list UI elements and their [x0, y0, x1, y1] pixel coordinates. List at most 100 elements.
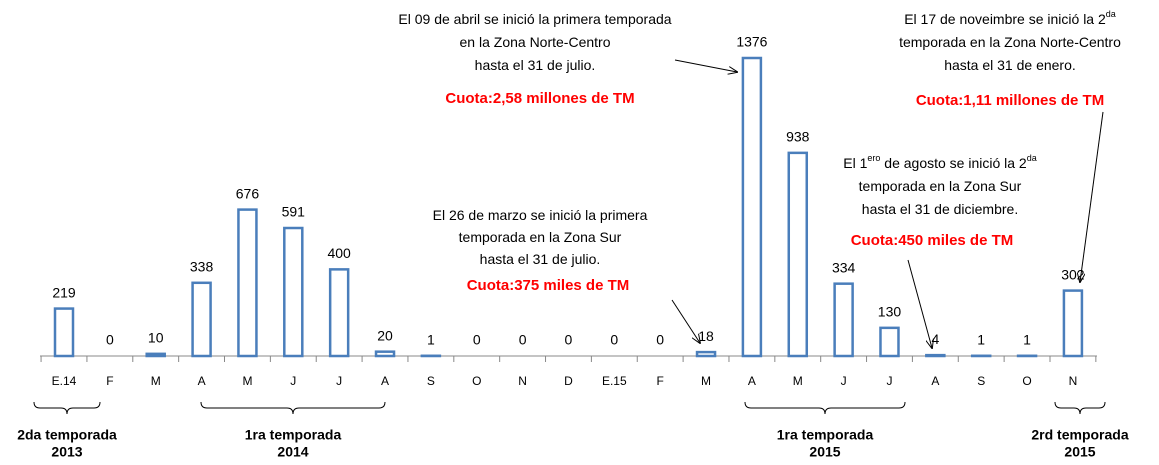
value-label: 4 — [931, 331, 939, 347]
group-label: 2013 — [51, 444, 82, 460]
value-label: 0 — [565, 332, 573, 348]
value-label: 400 — [327, 245, 351, 261]
value-label: 130 — [878, 304, 902, 320]
value-label: 219 — [52, 284, 76, 300]
x-tick-label: M — [242, 374, 252, 388]
annotation-text: hasta el 31 de julio. — [475, 57, 596, 73]
bar — [53, 307, 75, 358]
annotation-part: El 26 de marzo se inició la primera — [433, 207, 648, 223]
x-tick-label: J — [290, 374, 296, 388]
bar — [1062, 289, 1084, 358]
x-tick-label: E.14 — [52, 374, 77, 388]
x-tick-label: A — [748, 374, 756, 388]
group-label: 2014 — [277, 444, 308, 460]
annotation-text: en la Zona Norte-Centro — [460, 34, 611, 50]
group-label: 1ra temporada — [777, 427, 874, 443]
annotation-text: hasta el 31 de julio. — [480, 251, 601, 267]
brace — [200, 401, 386, 415]
x-tick-label: S — [977, 374, 985, 388]
bar — [237, 208, 258, 358]
x-tick-label: J — [841, 374, 847, 388]
bar — [283, 226, 304, 358]
annotation-part: temporada en la Zona Sur — [859, 178, 1022, 194]
value-label: 0 — [473, 332, 481, 348]
bar — [145, 352, 166, 358]
x-tick-label: M — [701, 374, 711, 388]
bar — [833, 282, 854, 358]
value-label: 591 — [282, 204, 306, 220]
annotation-part: en la Zona Norte-Centro — [460, 34, 611, 50]
value-label: 10 — [148, 330, 164, 346]
bar — [328, 268, 350, 358]
bar — [191, 281, 212, 358]
annotation-part: de agosto se inició la 2 — [880, 155, 1027, 171]
value-label: 1 — [427, 331, 435, 347]
arrow — [674, 59, 737, 72]
value-label: 302 — [1061, 266, 1085, 282]
annotation-part: El 09 de abril se inició la primera temp… — [398, 11, 671, 27]
arrow — [907, 259, 932, 348]
superscript: da — [1106, 9, 1116, 19]
quota-label: Cuota:1,11 millones de TM — [916, 92, 1104, 109]
annotation-part: temporada en la Zona Norte-Centro — [899, 34, 1121, 50]
annotation-text: temporada en la Zona Sur — [459, 229, 622, 245]
value-label: 0 — [519, 332, 527, 348]
x-tick-label: S — [427, 374, 435, 388]
x-tick-label: J — [336, 374, 342, 388]
x-tick-label: F — [657, 374, 664, 388]
bar — [741, 56, 763, 358]
quota-label: Cuota:2,58 millones de TM — [445, 90, 634, 107]
value-label: 1 — [1023, 331, 1031, 347]
x-tick-label: O — [472, 374, 481, 388]
x-tick-label: A — [931, 374, 939, 388]
group-label: 2015 — [1064, 444, 1095, 460]
x-tick-label: O — [1022, 374, 1031, 388]
bar — [787, 151, 809, 358]
x-tick-label: A — [381, 374, 389, 388]
annotation-text: El 17 de noveimbre se inició la 2da — [904, 9, 1116, 26]
value-label: 0 — [656, 332, 664, 348]
group-label: 2rd temporada — [1031, 427, 1128, 443]
value-label: 18 — [698, 328, 714, 344]
value-label: 0 — [610, 332, 618, 348]
x-tick-label: J — [886, 374, 892, 388]
arrow — [1080, 111, 1104, 282]
brace — [33, 401, 101, 415]
x-tick-label: D — [564, 374, 573, 388]
group-label: 2da temporada — [17, 427, 117, 443]
annotation-part: temporada en la Zona Sur — [459, 229, 622, 245]
x-tick-label: F — [106, 374, 113, 388]
value-label: 0 — [106, 332, 114, 348]
value-label: 938 — [786, 129, 810, 145]
superscript: ero — [867, 153, 880, 163]
annotation-text: temporada en la Zona Sur — [859, 178, 1022, 194]
arrow — [671, 299, 700, 343]
brace — [744, 401, 906, 415]
x-tick-label: M — [151, 374, 161, 388]
x-tick-label: A — [198, 374, 206, 388]
annotation-part: hasta el 31 de enero. — [944, 57, 1076, 73]
x-tick-label: E.15 — [602, 374, 627, 388]
x-tick-label: M — [793, 374, 803, 388]
bar — [695, 350, 717, 358]
value-label: 338 — [190, 259, 214, 275]
annotation-text: El 09 de abril se inició la primera temp… — [398, 11, 671, 27]
superscript: da — [1027, 153, 1037, 163]
value-label: 20 — [377, 327, 393, 343]
x-tick-label: N — [1069, 374, 1078, 388]
quota-label: Cuota:375 miles de TM — [467, 277, 630, 294]
annotation-text: hasta el 31 de diciembre. — [862, 201, 1018, 217]
annotation-text: El 1ero de agosto se inició la 2da — [843, 153, 1036, 170]
bar — [374, 350, 396, 358]
annotation-part: hasta el 31 de diciembre. — [862, 201, 1018, 217]
annotation-text: El 26 de marzo se inició la primera — [433, 207, 648, 223]
annotation-part: hasta el 31 de julio. — [480, 251, 601, 267]
value-label: 1376 — [736, 34, 767, 50]
annotation-text: hasta el 31 de enero. — [944, 57, 1076, 73]
bar — [879, 326, 900, 358]
x-tick-label: N — [518, 374, 527, 388]
bar — [925, 353, 946, 358]
annotation-part: El 1 — [843, 155, 867, 171]
group-label: 2015 — [809, 444, 840, 460]
